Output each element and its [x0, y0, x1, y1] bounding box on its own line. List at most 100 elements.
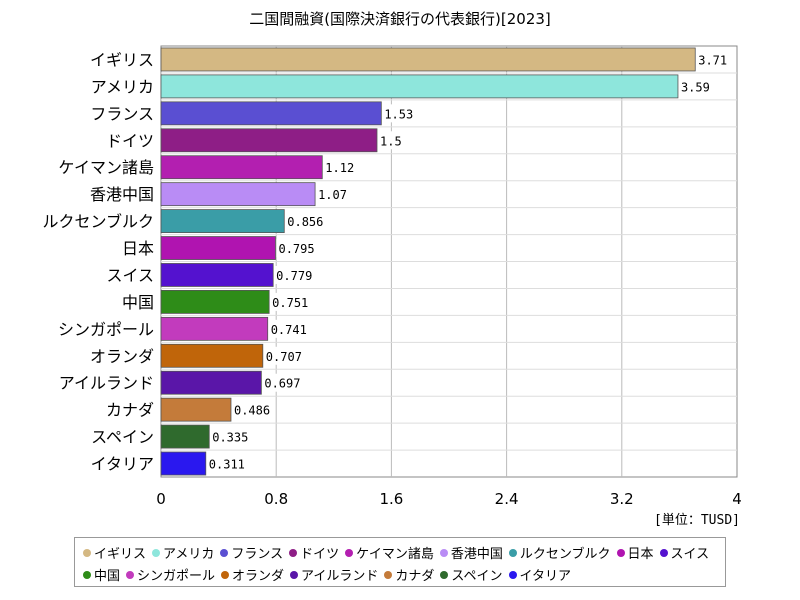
bar-8 — [160, 236, 276, 260]
legend-item: 香港中国 — [439, 543, 503, 562]
legend-label: 中国 — [94, 569, 121, 584]
data-label: 0.697 — [264, 377, 300, 391]
legend-label: カナダ — [395, 569, 435, 584]
legend-label: スペイン — [451, 569, 503, 584]
data-label: 0.707 — [266, 350, 302, 364]
legend-marker — [152, 549, 161, 557]
data-label-bg — [262, 373, 303, 392]
legend: イギリス アメリカ フランス ドイツ ケイマン諸島 香港中国 ルクセンブルク 日本 スイス 中国… — [74, 537, 726, 587]
legend-marker — [440, 571, 449, 579]
data-label: 1.12 — [325, 161, 354, 175]
data-label: 0.741 — [271, 323, 307, 337]
legend-marker — [439, 549, 448, 557]
legend-label: ケイマン諸島 — [356, 547, 434, 562]
bar-12 — [160, 343, 264, 368]
legend-label: アイルランド — [301, 569, 379, 584]
x-tick-label: 4 — [732, 490, 742, 508]
data-label-bg — [263, 346, 304, 365]
category-label: 日本 — [122, 239, 154, 258]
category-label: アイルランド — [59, 374, 154, 393]
legend-marker — [345, 549, 354, 557]
bar-7 — [160, 209, 285, 233]
legend-item: イタリア — [508, 565, 571, 584]
bar-5 — [160, 155, 323, 180]
data-label: 0.486 — [234, 404, 270, 418]
legend-label: 香港中国 — [450, 547, 503, 562]
unit-label: [単位：TUSD] — [654, 513, 740, 528]
legend-marker — [220, 549, 229, 557]
legend-marker — [289, 549, 298, 557]
legend-label: フランス — [231, 547, 284, 562]
legend-label: 日本 — [627, 547, 654, 562]
category-label: 香港中国 — [90, 185, 154, 204]
x-tick-label: 2.4 — [495, 490, 519, 508]
data-label-bg — [382, 104, 416, 123]
category-label: スイス — [106, 266, 154, 285]
data-label: 3.71 — [698, 53, 727, 67]
legend-item: 日本 — [616, 543, 654, 562]
legend-label: ドイツ — [300, 547, 340, 562]
category-label: イギリス — [90, 50, 154, 69]
legend-marker — [508, 571, 517, 579]
legend-label: イギリス — [94, 547, 147, 562]
data-label-bg — [323, 158, 357, 177]
legend-item: ケイマン諸島 — [345, 543, 434, 562]
legend-marker — [83, 549, 91, 557]
category-label: ドイツ — [106, 131, 154, 150]
x-tick-label: 3.2 — [610, 490, 634, 508]
legend-item: 中国 — [83, 565, 120, 584]
legend-label: イタリア — [519, 569, 571, 584]
data-label: 0.779 — [276, 269, 312, 283]
legend-item: ドイツ — [289, 543, 339, 562]
legend-item: フランス — [220, 543, 283, 562]
category-label: 中国 — [122, 293, 154, 312]
bar-13 — [160, 370, 262, 395]
legend-marker — [83, 571, 91, 579]
chart-title: 二国間融資(国際決済銀行の代表銀行)[2023] — [249, 10, 551, 28]
legend-item: スペイン — [440, 565, 503, 584]
bar-10 — [160, 290, 270, 314]
legend-item: アイルランド — [290, 565, 378, 584]
legend-marker — [221, 571, 230, 579]
legend-label: スイス — [670, 547, 710, 562]
category-label: ルクセンブルク — [42, 212, 154, 231]
legend-item: スイス — [659, 543, 710, 562]
category-label: スペイン — [91, 428, 154, 447]
bar-4 — [160, 128, 378, 153]
legend-label: アメリカ — [163, 547, 215, 562]
legend-marker — [126, 571, 135, 579]
legend-label: ルクセンブルク — [519, 547, 611, 562]
legend-item: オランダ — [221, 565, 284, 584]
legend-marker — [659, 549, 668, 557]
legend-item: シンガポール — [126, 565, 215, 584]
bar-11 — [160, 316, 269, 341]
legend-row: イギリス アメリカ フランス ドイツ ケイマン諸島 香港中国 ルクセンブルク 日本 スイス — [83, 543, 715, 562]
legend-marker — [290, 571, 299, 579]
category-label: シンガポール — [58, 320, 154, 339]
x-tick-label: 0 — [156, 490, 166, 508]
data-label-bg — [270, 292, 311, 311]
data-label-bg — [210, 427, 251, 446]
data-label: 0.795 — [278, 242, 314, 256]
data-label-bg — [378, 131, 404, 150]
category-label: カナダ — [106, 401, 154, 420]
category-label: オランダ — [90, 347, 154, 366]
bar-15 — [160, 424, 210, 449]
legend-marker — [508, 549, 517, 557]
category-label: フランス — [90, 104, 154, 123]
data-label: 0.856 — [287, 215, 323, 229]
x-tick-label: 0.8 — [264, 490, 288, 508]
legend-item: イギリス — [83, 543, 146, 562]
data-label: 0.335 — [212, 431, 248, 445]
data-label: 1.53 — [384, 107, 413, 121]
legend-marker — [384, 571, 393, 579]
legend-item: アメリカ — [152, 543, 214, 562]
data-label-bg — [316, 185, 349, 204]
data-label-bg — [678, 77, 712, 96]
bar-16 — [160, 451, 207, 476]
data-label-bg — [231, 400, 272, 419]
data-label: 3.59 — [681, 80, 710, 94]
category-label: イタリア — [91, 455, 154, 474]
category-label: アメリカ — [91, 77, 154, 96]
bar-1 — [160, 47, 696, 72]
